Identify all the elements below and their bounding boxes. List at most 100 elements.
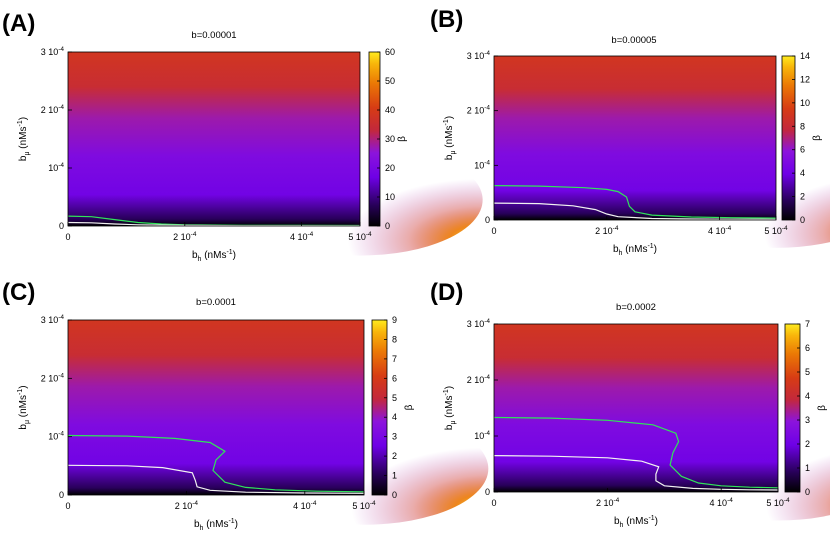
x-tick-label: 4 10-4 [290,231,314,242]
colorbar-tick-label: 8 [392,334,397,344]
plot-frame [493,55,777,221]
x-tick-label: 2 10-4 [595,225,619,236]
panel-d: 0 2 10-4 4 10-4 5 10-4 0 10-4 2 10-4 3 10-4 bh (… [430,279,830,529]
y-axis-label: bμ (nMs-1) [443,116,457,160]
white-contour [493,202,777,220]
x-axis-label: bh (nMs-1) [194,518,238,532]
x-axis-label: bh (nMs-1) [192,249,236,263]
colorbar-tick-label: 0 [805,487,810,497]
x-tick-label: 5 10-4 [348,231,372,242]
x-tick-label: 0 [65,501,70,511]
y-tick-label: 3 10-4 [467,318,491,329]
colorbar-tick-label: 6 [800,145,805,155]
colorbar [371,319,388,496]
colorbar-tick-label: 6 [805,343,810,353]
y-tick-label: 2 10-4 [467,374,491,385]
x-tick-label: 2 10-4 [596,497,620,508]
y-tick-label: 3 10-4 [41,46,65,57]
y-tick-label: 10-4 [474,159,490,170]
colorbar-label: β [397,136,408,142]
x-tick-label: 4 10-4 [710,497,734,508]
y-tick-label: 3 10-4 [41,314,65,325]
y-axis-label: bμ (nMs-1) [17,117,31,161]
panel-b: 0 2 10-4 4 10-4 5 10-4 0 10-4 2 10-4 3 10-4 bh (… [430,6,830,257]
colorbar [781,55,796,221]
colorbar-tick-label: 2 [392,451,397,461]
panel-title: b=0.0002 [616,302,656,313]
colorbar-tick-label: 0 [800,215,805,225]
colorbar-tick-label: 10 [800,98,810,108]
x-tick-label: 2 10-4 [173,231,197,242]
white-contour [493,455,779,491]
panel-title: b=0.0001 [196,297,236,308]
x-tick-label: 0 [491,226,496,236]
panel-label: (D) [430,279,463,306]
y-axis-label: bμ (nMs-1) [17,385,31,429]
colorbar-tick-label: 50 [385,76,395,86]
y-axis-label: bμ (nMs-1) [443,386,457,430]
colorbar-label: β [404,404,415,410]
colorbar-tick-label: 4 [392,412,397,422]
colorbar-tick-label: 2 [800,192,805,202]
x-tick-label: 0 [491,498,496,508]
colorbar-tick-label: 9 [392,315,397,325]
colorbar-tick-label: 40 [385,105,395,115]
colorbar [784,323,801,493]
colorbar-tick-label: 12 [800,74,810,84]
x-tick-label: 5 10-4 [766,497,790,508]
x-tick-label: 5 10-4 [764,225,788,236]
panel-title: b=0.00005 [611,35,656,46]
plot-frame [67,319,365,496]
colorbar-tick-label: 4 [805,391,810,401]
colorbar-tick-label: 2 [805,439,810,449]
plot-frame [493,323,779,493]
y-tick-label: 2 10-4 [41,372,65,383]
colorbar-tick-label: 6 [392,373,397,383]
colorbar-label: β [817,405,828,411]
colorbar-tick-label: 8 [800,121,805,131]
colorbar-tick-label: 10 [385,192,395,202]
x-axis-label: bh (nMs-1) [613,243,657,257]
panel-c: 0 2 10-4 4 10-4 5 10-4 0 10-4 2 10-4 3 10-4 bh (… [2,279,489,532]
colorbar-tick-label: 5 [392,393,397,403]
white-contour [67,464,365,494]
y-tick-label: 0 [59,221,64,231]
colorbar-tick-label: 4 [800,168,805,178]
colorbar-tick-label: 14 [800,51,810,61]
y-tick-label: 0 [59,490,64,500]
colorbar-tick-label: 60 [385,47,395,57]
colorbar-tick-label: 1 [805,463,810,473]
y-tick-label: 0 [485,487,490,497]
x-axis-label: bh (nMs-1) [614,515,658,529]
colorbar-tick-label: 3 [805,415,810,425]
colorbar-tick-label: 20 [385,163,395,173]
panel-label: (A) [2,10,35,37]
y-tick-label: 0 [485,215,490,225]
panel-label: (C) [2,279,35,306]
panel-label: (B) [430,6,463,33]
panel-a: 0 2 10-4 4 10-4 5 10-4 0 10-4 2 10-4 3 10-4 bh (… [2,10,483,263]
plot-frame [67,51,361,227]
y-tick-label: 10-4 [474,430,490,441]
y-tick-label: 2 10-4 [467,105,491,116]
x-tick-label: 0 [65,232,70,242]
colorbar-label: β [812,135,823,141]
colorbar-tick-label: 7 [805,319,810,329]
colorbar-tick-label: 5 [805,367,810,377]
colorbar-tick-label: 1 [392,471,397,481]
colorbar-tick-label: 0 [392,490,397,500]
panel-title: b=0.00001 [191,30,236,41]
colorbar-tick-label: 0 [385,221,390,231]
green-contour [67,434,365,493]
y-tick-label: 10-4 [48,431,64,442]
y-tick-label: 3 10-4 [467,50,491,61]
y-tick-label: 10-4 [48,162,64,173]
x-tick-label: 4 10-4 [293,500,317,511]
colorbar-tick-label: 3 [392,432,397,442]
x-tick-label: 5 10-4 [352,500,376,511]
x-tick-label: 2 10-4 [175,500,199,511]
x-tick-label: 4 10-4 [708,225,732,236]
colorbar-tick-label: 30 [385,134,395,144]
green-contour [493,185,777,219]
